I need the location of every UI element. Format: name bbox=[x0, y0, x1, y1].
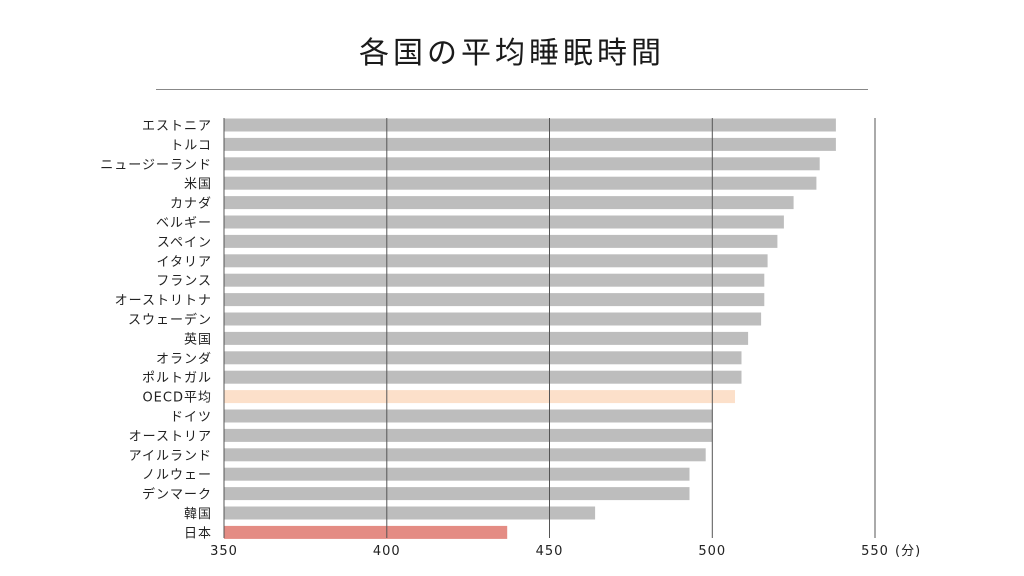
category-label: ポルトガル bbox=[142, 371, 212, 386]
chart-title: 各国の平均睡眠時間 bbox=[359, 36, 665, 71]
category-label: デンマーク bbox=[142, 487, 212, 503]
bar bbox=[224, 351, 742, 365]
bar bbox=[224, 196, 794, 210]
bar bbox=[224, 390, 735, 404]
category-label: フランス bbox=[156, 274, 212, 289]
bar bbox=[224, 487, 690, 501]
tick-label: 500 bbox=[698, 544, 726, 559]
tick-label: 350 bbox=[210, 544, 238, 559]
category-label: ノルウェー bbox=[142, 468, 212, 483]
bar bbox=[224, 467, 690, 481]
bar bbox=[224, 254, 768, 268]
tick-label: 450 bbox=[536, 544, 564, 559]
bar bbox=[224, 525, 508, 539]
category-label: OECD平均 bbox=[142, 391, 212, 406]
category-label: ドイツ bbox=[170, 410, 212, 425]
category-label: 米国 bbox=[184, 177, 212, 192]
category-label: オランダ bbox=[156, 352, 212, 367]
tick-label: 550 bbox=[861, 544, 889, 559]
category-label: スペイン bbox=[157, 235, 212, 250]
bar bbox=[224, 293, 765, 307]
bar bbox=[224, 370, 742, 384]
bar bbox=[224, 312, 762, 326]
category-label: カナダ bbox=[170, 197, 212, 212]
category-label: アイルランド bbox=[129, 449, 212, 464]
category-label: エストニア bbox=[142, 119, 212, 134]
category-label: ニュージーランド bbox=[100, 158, 212, 173]
category-label: 英国 bbox=[184, 332, 212, 347]
tick-label: 400 bbox=[373, 544, 401, 559]
bar bbox=[224, 157, 820, 171]
bar bbox=[224, 506, 596, 520]
bar bbox=[224, 428, 713, 442]
category-label: オーストリトナ bbox=[115, 294, 212, 309]
bar bbox=[224, 118, 836, 132]
bar bbox=[224, 215, 784, 229]
category-label: イタリア bbox=[157, 255, 212, 270]
bar bbox=[224, 273, 765, 287]
bar bbox=[224, 234, 778, 248]
category-label: スウェーデン bbox=[128, 312, 212, 328]
bar bbox=[224, 176, 817, 190]
category-label: 韓国 bbox=[184, 507, 212, 522]
title-divider bbox=[156, 89, 868, 90]
category-label: トルコ bbox=[170, 138, 212, 153]
category-label: ベルギー bbox=[156, 216, 212, 231]
unit-label: (分) bbox=[895, 544, 921, 559]
bar bbox=[224, 409, 713, 423]
bar bbox=[224, 331, 749, 345]
category-label: オーストリア bbox=[129, 429, 212, 444]
bar bbox=[224, 137, 836, 151]
category-label: 日本 bbox=[184, 526, 212, 541]
bar bbox=[224, 448, 706, 462]
